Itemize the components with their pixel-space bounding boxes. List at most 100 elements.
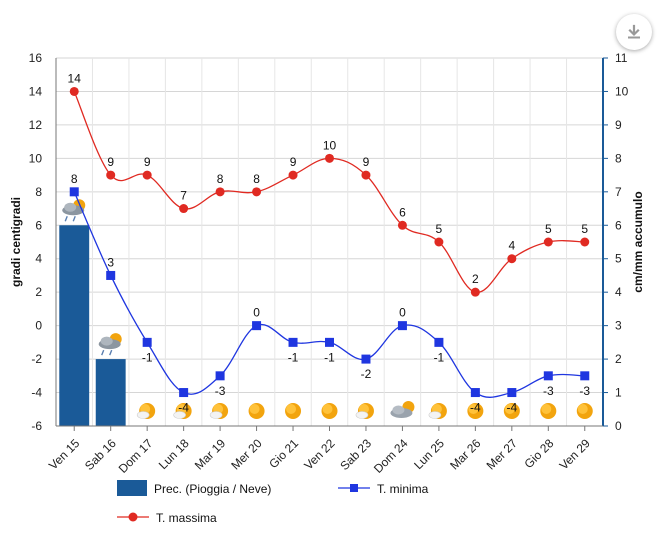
tmin-point xyxy=(507,388,517,398)
y2-axis-title: cm/mm accumulo xyxy=(631,191,645,292)
tmin-data-label: -1 xyxy=(288,350,299,364)
sun-icon xyxy=(321,403,338,419)
x-tick-label: Mer 27 xyxy=(484,436,521,473)
temperature-lines xyxy=(69,86,590,398)
sun-cloud-icon xyxy=(428,403,447,419)
y2-tick-label: 10 xyxy=(615,84,629,98)
precip-drop xyxy=(64,216,68,222)
tmin-point xyxy=(361,354,371,364)
tmax-point xyxy=(69,86,79,96)
y-tick-label: 12 xyxy=(29,118,43,132)
tmax-data-label: 9 xyxy=(290,155,297,169)
tmin-data-label: -4 xyxy=(470,401,481,415)
tmax-data-label: 6 xyxy=(399,205,406,219)
y-tick-label: 6 xyxy=(35,218,42,232)
sun-icon xyxy=(467,403,484,419)
tmax-point xyxy=(215,187,225,197)
y-tick-label: 0 xyxy=(35,319,42,333)
cloud-puff xyxy=(209,411,223,419)
x-tick-label: Dom 17 xyxy=(116,436,156,476)
tmax-point xyxy=(179,204,189,214)
tmin-data-label: -3 xyxy=(215,384,226,398)
y2-tick-label: 6 xyxy=(615,218,622,232)
sun-icon xyxy=(248,403,265,419)
tmax-data-label: 9 xyxy=(144,155,151,169)
cloud-top xyxy=(392,405,405,415)
tmax-point xyxy=(397,220,407,230)
tmin-data-label: -1 xyxy=(434,350,445,364)
tmax-data-label: 9 xyxy=(107,155,114,169)
tmax-data-label: 4 xyxy=(508,239,515,253)
tmax-data-label: 5 xyxy=(545,222,552,236)
x-tick-label: Mer 20 xyxy=(228,436,265,473)
y2-tick-label: 3 xyxy=(615,319,622,333)
y-tick-label: 8 xyxy=(35,185,42,199)
cloud-top xyxy=(100,336,113,346)
tmin-point xyxy=(252,321,262,331)
sun-highlight xyxy=(322,404,333,414)
tmax-data-label: 5 xyxy=(436,222,443,236)
tmax-data-label: 7 xyxy=(180,189,187,203)
tmax-point xyxy=(252,187,262,197)
tmax-point xyxy=(470,287,480,297)
tmin-data-label: -1 xyxy=(324,350,335,364)
download-button[interactable] xyxy=(616,14,652,50)
tmin-point xyxy=(142,337,152,347)
x-tick-label: Ven 15 xyxy=(46,436,83,473)
sun-highlight xyxy=(468,404,479,414)
sun-highlight xyxy=(286,404,297,414)
tmin-data-label: 3 xyxy=(107,255,114,269)
y2-tick-label: 11 xyxy=(615,51,628,65)
tmin-data-label: -1 xyxy=(142,350,153,364)
x-tick-label: Gio 21 xyxy=(266,436,301,471)
sun-highlight xyxy=(541,404,552,414)
cloud-icon xyxy=(390,401,415,418)
y-tick-label: 14 xyxy=(29,84,43,98)
grid-lines xyxy=(55,57,604,427)
x-tick-label: Gio 28 xyxy=(522,436,557,471)
legend-tmax-label: T. massima xyxy=(156,511,217,525)
tmax-point xyxy=(106,170,116,180)
y-tick-label: -4 xyxy=(31,386,42,400)
x-tick-label: Dom 24 xyxy=(371,436,411,476)
sun-highlight xyxy=(504,404,515,414)
precip-drop xyxy=(113,349,117,356)
rain-snow-icon xyxy=(62,199,86,222)
tmin-point xyxy=(580,371,590,381)
tmax-point xyxy=(580,237,590,247)
y2-tick-label: 4 xyxy=(615,285,622,299)
tmin-point xyxy=(288,337,298,347)
cloud-top xyxy=(64,202,77,212)
cloud-puff xyxy=(136,411,150,419)
tmin-data-label: 0 xyxy=(253,306,260,320)
tmax-point xyxy=(507,254,517,264)
y-tick-label: 4 xyxy=(35,252,42,266)
x-tick-label: Mar 19 xyxy=(192,436,229,473)
legend-tmin-marker xyxy=(350,484,358,492)
sun-icon xyxy=(503,403,520,419)
sun-cloud-icon xyxy=(209,403,229,419)
y-tick-label: 2 xyxy=(35,285,42,299)
weather-icons xyxy=(62,199,593,419)
precip-drop xyxy=(76,216,80,222)
tmin-line xyxy=(73,191,585,398)
sun-highlight xyxy=(577,404,588,414)
sun-icon xyxy=(576,403,593,419)
tmax-point xyxy=(361,170,371,180)
download-icon xyxy=(628,24,640,39)
x-tick-label: Sab 16 xyxy=(82,436,119,473)
tmax-point xyxy=(543,237,553,247)
tmin-point xyxy=(215,371,225,381)
data-labels: 8 3 -1 -4 -3 0 -1 -1 -2 0 -1 -4 -4 -3 -3 14 9 9 7 8 8 9 10 9 6 5 2… xyxy=(68,71,591,414)
sun-cloud-icon xyxy=(136,403,156,419)
tmax-point xyxy=(434,237,444,247)
precipitation-bar xyxy=(59,225,90,426)
legend-tmax-marker xyxy=(128,512,138,522)
tmax-data-label: 8 xyxy=(217,172,224,186)
y2-tick-label: 1 xyxy=(615,386,622,400)
y-axis-title: gradi centigradi xyxy=(9,197,23,287)
cloud-puff xyxy=(355,411,369,419)
tmin-data-label: -2 xyxy=(361,367,372,381)
cloud-puff xyxy=(173,411,186,419)
